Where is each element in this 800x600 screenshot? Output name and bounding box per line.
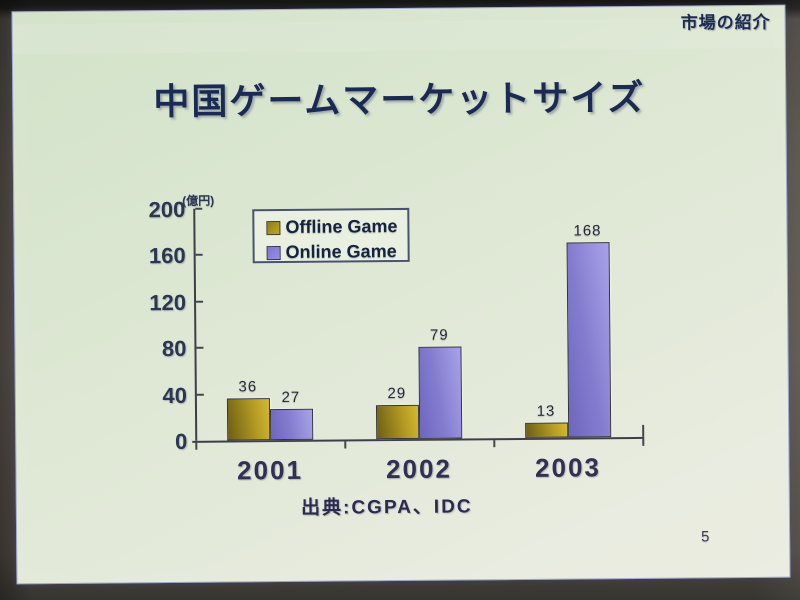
bar-online-game-2003 xyxy=(566,242,611,438)
x-axis-end-tick xyxy=(642,424,645,437)
x-axis-tick xyxy=(344,441,347,449)
bar-offline-game-2002 xyxy=(375,404,419,440)
y-axis-tick xyxy=(196,393,204,396)
bar-offline-game-2003 xyxy=(524,422,568,438)
chart-legend: Offline Game Online Game xyxy=(252,207,410,264)
legend-item: Online Game xyxy=(266,241,408,263)
page-number: 5 xyxy=(701,528,710,546)
slide: 市場の紹介 中国ゲームマーケットサイズ (億円) 0 40 80 120 160 200 3… xyxy=(11,4,791,585)
y-axis-line xyxy=(193,208,198,441)
bar-online-game-2002 xyxy=(417,346,462,439)
y-axis-unit-label: (億円) xyxy=(182,193,215,208)
x-axis-label-2003: 2003 xyxy=(534,452,602,483)
bar-value-label: 27 xyxy=(281,388,301,407)
x-axis-label-2002: 2002 xyxy=(385,453,453,485)
bar-value-label: 36 xyxy=(238,378,258,396)
bar-value-label: 13 xyxy=(536,402,556,420)
bar-value-label: 168 xyxy=(573,222,602,240)
x-axis-label-2001: 2001 xyxy=(236,454,304,486)
y-axis-tick-label: 160 xyxy=(148,243,186,269)
legend-item: Offline Game xyxy=(266,216,407,238)
y-axis-tick-label: 80 xyxy=(161,336,187,362)
bar-value-label: 79 xyxy=(429,326,449,344)
x-axis-tick xyxy=(642,438,645,446)
y-axis-tick-label: 40 xyxy=(162,382,187,408)
y-axis-tick xyxy=(195,254,203,257)
legend-label: Online Game xyxy=(285,241,397,263)
x-axis-tick xyxy=(195,442,198,450)
y-axis-tick-label: 120 xyxy=(149,289,187,315)
legend-swatch-offline-game xyxy=(266,220,281,235)
bar-offline-game-2001 xyxy=(226,398,270,441)
bar-value-label: 29 xyxy=(387,384,407,403)
legend-swatch-online-game xyxy=(266,245,281,260)
y-axis-tick xyxy=(196,300,204,303)
y-axis-tick-label: 200 xyxy=(148,196,186,223)
y-axis-tick xyxy=(195,207,203,210)
x-axis-tick xyxy=(493,440,496,448)
y-axis-tick-label: 0 xyxy=(174,428,188,454)
y-axis-tick xyxy=(196,346,204,349)
bar-online-game-2001 xyxy=(269,408,313,441)
legend-label: Offline Game xyxy=(285,216,398,238)
